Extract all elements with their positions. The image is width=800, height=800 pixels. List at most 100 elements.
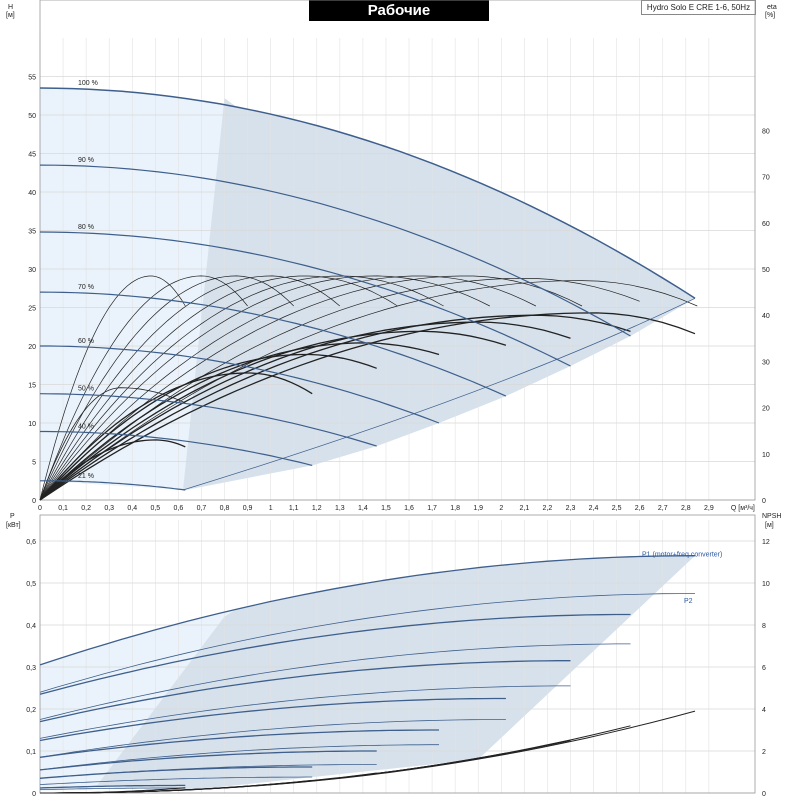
plot-frame: [39, 0, 756, 501]
head-curve: [40, 345, 440, 424]
y-tick-label: 0: [32, 498, 36, 505]
speed-label: 80 %: [78, 224, 94, 231]
power-curve: [39, 660, 571, 723]
power-curve: [39, 555, 696, 666]
y2-axis-label: eta: [767, 4, 777, 11]
y2-tick-label: 60: [762, 221, 770, 228]
x-tick-label: 2,7: [658, 505, 668, 512]
x-tick-label: 1,7: [427, 505, 437, 512]
x-tick-label: 2,4: [589, 505, 599, 512]
y2-tick-label: 10: [762, 452, 770, 459]
y2-tick-label: 80: [762, 128, 770, 135]
chart-title: Рабочие характеристики: [309, 0, 489, 40]
y2-tick-label: 70: [762, 175, 770, 182]
speed-label: 21 %: [78, 473, 94, 480]
power-curve: [39, 685, 571, 739]
y-tick-label: 40: [28, 190, 36, 197]
y-tick-label: 20: [28, 344, 36, 351]
region-boundary: [182, 297, 696, 491]
power-curve: [39, 697, 506, 742]
y-tick-label: 0,3: [26, 665, 36, 672]
y-axis-unit: [кВт]: [6, 522, 21, 529]
y2-tick-label: 0: [762, 498, 766, 505]
head-curve: [39, 164, 631, 337]
power-curve: [39, 750, 377, 771]
efficiency-curve: [39, 353, 377, 501]
y-tick-label: 25: [28, 306, 36, 313]
power-npsh-panel: P [кВт] NPSH [м] 0 0,1 0,2 0,3 0,4 0,5 0,6 0 2 4 6 8 10 1…: [6, 513, 781, 798]
y2-tick-label: 4: [762, 707, 766, 714]
speed-label: 90 %: [78, 157, 94, 164]
x-tick-label: 1,9: [473, 505, 483, 512]
x-tick-label: 0: [38, 505, 42, 512]
p2-label: P2: [684, 598, 693, 605]
head-curve: [39, 87, 696, 299]
y-tick-label: 45: [28, 152, 36, 159]
y2-tick-label: 2: [762, 749, 766, 756]
x-tick-label: 2,3: [566, 505, 576, 512]
power-curve: [39, 613, 631, 695]
x-tick-label: 0,8: [220, 505, 230, 512]
y2-axis-label: NPSH: [762, 513, 781, 520]
x-tick-label: 1,8: [450, 505, 460, 512]
power-curve: [39, 766, 313, 779]
x-tick-label: 1: [269, 505, 273, 512]
x-tick-label: 2,5: [612, 505, 622, 512]
plot-frame: [39, 514, 756, 794]
x-tick-label: 0,7: [197, 505, 207, 512]
x-tick-label: 0,4: [127, 505, 137, 512]
x-tick-label: 2: [499, 505, 503, 512]
efficiency-curve: [39, 275, 248, 501]
efficiency-curve: [39, 275, 186, 501]
y2-tick-label: 0: [762, 791, 766, 798]
efficiency-curve: [39, 275, 583, 501]
x-tick-label: 1,2: [312, 505, 322, 512]
power-curve: [39, 784, 186, 789]
y-tick-label: 0,4: [26, 623, 36, 630]
power-region: [97, 555, 695, 791]
efficiency-curve: [39, 275, 537, 501]
y-tick-label: 5: [32, 460, 36, 467]
head-curve: [39, 393, 377, 447]
head-curve: [40, 480, 186, 491]
head-curve: [40, 430, 313, 466]
efficiency-curve: [39, 275, 398, 501]
x-tick-label: 0,2: [81, 505, 91, 512]
x-tick-label: 2,2: [543, 505, 553, 512]
x-tick-label: 1,6: [404, 505, 414, 512]
speed-label: 40 %: [78, 423, 94, 430]
x-tick-label: 2,6: [635, 505, 645, 512]
y-axis-unit: [м]: [6, 12, 15, 19]
power-curve: [39, 744, 439, 771]
efficiency-curve: [39, 330, 507, 501]
x-tick-label: 1,1: [289, 505, 299, 512]
y2-tick-label: 50: [762, 267, 770, 274]
efficiency-curve: [39, 275, 444, 501]
y-tick-label: 0,5: [26, 581, 36, 588]
x-tick-label: 0,6: [174, 505, 184, 512]
y-tick-label: 0,1: [26, 749, 36, 756]
x-tick-label: 2,8: [681, 505, 691, 512]
speed-label: 70 %: [78, 284, 94, 291]
p1-label: P1 (motor+freq.converter): [642, 552, 722, 559]
y-tick-label: 55: [28, 75, 36, 82]
y-tick-label: 0,6: [26, 539, 36, 546]
y2-tick-label: 6: [762, 665, 766, 672]
x-tick-label: 2,1: [519, 505, 529, 512]
x-tick-label: 0,9: [243, 505, 253, 512]
y2-tick-label: 8: [762, 623, 766, 630]
y-tick-label: 35: [28, 229, 36, 236]
x-tick-label: 1,3: [335, 505, 345, 512]
y-tick-label: 50: [28, 113, 36, 120]
power-curve: [39, 643, 631, 720]
y2-axis-unit: [м]: [765, 522, 774, 529]
head-curve: [39, 231, 571, 367]
efficiency-curve: [39, 387, 186, 501]
y2-axis-unit: [%]: [765, 12, 775, 19]
y-tick-label: 0,2: [26, 707, 36, 714]
y2-tick-label: 40: [762, 313, 770, 320]
x-tick-label: 1,4: [358, 505, 368, 512]
x-axis-label: Q [м³/ч]: [731, 505, 755, 512]
y-tick-label: 10: [28, 421, 36, 428]
operating-region: [183, 98, 695, 490]
